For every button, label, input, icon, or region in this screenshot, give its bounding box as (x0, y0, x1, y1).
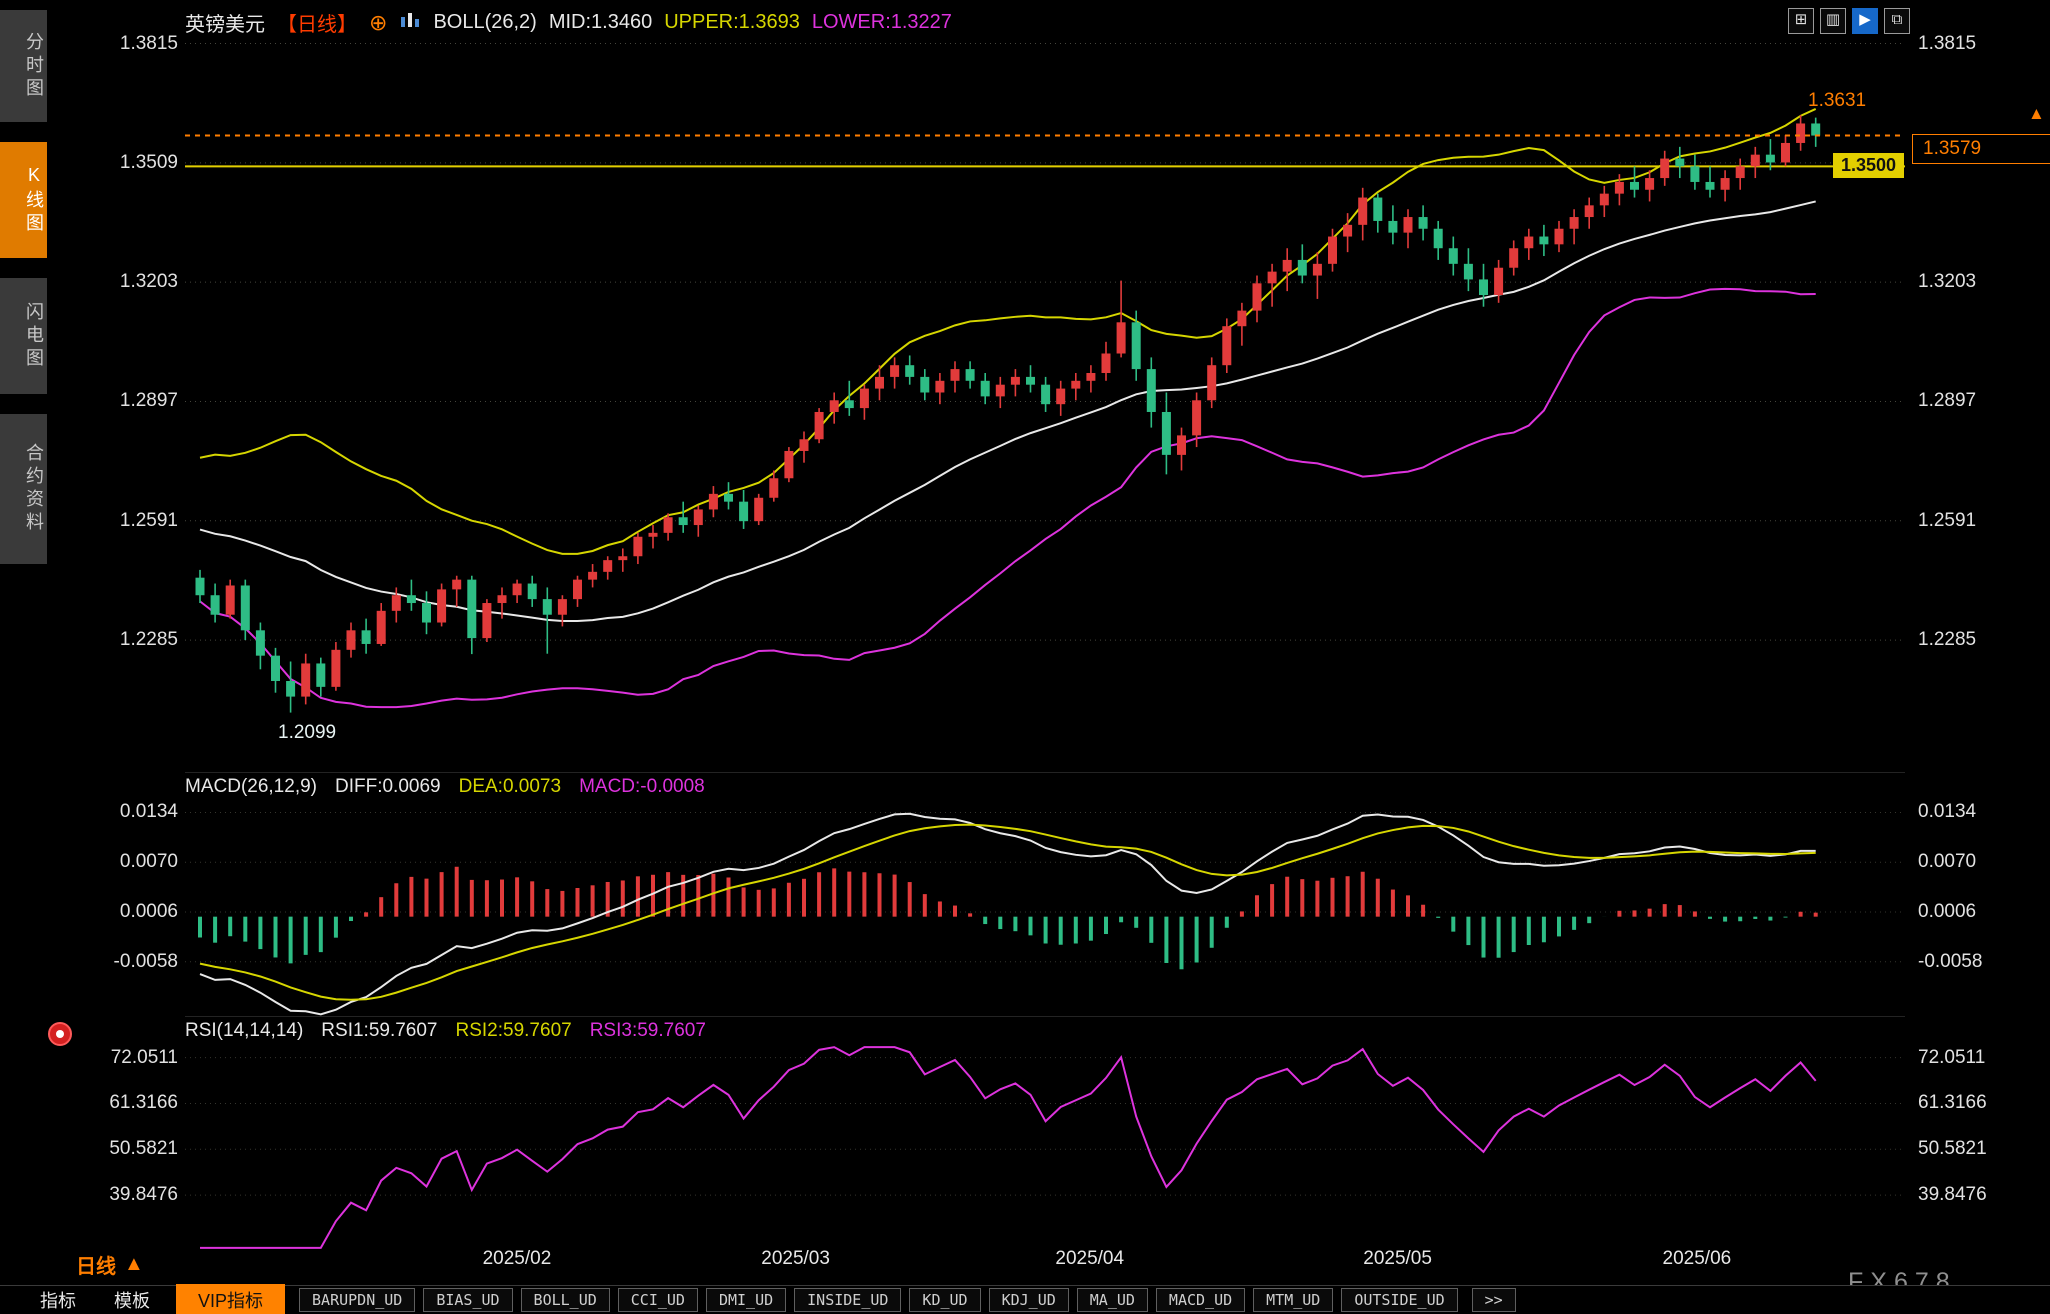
macd-name: MACD(26,12,9) (185, 776, 317, 797)
y-axis-label: 0.0134 (1918, 801, 1977, 823)
more-tabs-button[interactable]: >> (1471, 1288, 1516, 1312)
y-axis-label: 39.8476 (1918, 1184, 1987, 1206)
tab-templates[interactable]: 模板 (114, 1291, 150, 1311)
y-axis-label: 1.3203 (1918, 271, 1977, 293)
rsi2-value: RSI2:59.7607 (455, 1020, 572, 1041)
period-label: 日线 (76, 1256, 116, 1278)
sidebar-item-lightning[interactable]: 闪电图 (0, 278, 47, 394)
y-axis-label: 1.3815 (1918, 32, 1977, 54)
tab-ma_ud[interactable]: MA_UD (1076, 1288, 1148, 1312)
indicator-tab-strip: BARUPDN_UD BIAS_UD BOLL_UD CCI_UD DMI_UD INSI… (299, 1288, 1458, 1312)
macd-label-row: MACD(26,12,9) DIFF:0.0069 DEA:0.0073 MAC… (185, 776, 705, 798)
y-axis-label: 61.3166 (1918, 1092, 1987, 1114)
level-price-tag: 1.3500 (1833, 153, 1905, 178)
y-axis-label: 1.2591 (119, 509, 178, 531)
symbol-title: 英镑美元 (185, 14, 265, 36)
y-axis-label: 50.5821 (109, 1138, 178, 1160)
tab-bias_ud[interactable]: BIAS_UD (423, 1288, 513, 1312)
period-up-arrow-icon: ▲ (124, 1253, 144, 1275)
rsi-name: RSI(14,14,14) (185, 1020, 304, 1041)
tab-dmi_ud[interactable]: DMI_UD (705, 1288, 787, 1312)
y-axis-label: 72.0511 (1918, 1046, 1986, 1068)
y-axis-label: 0.0070 (119, 851, 178, 873)
y-axis-label: 0.0006 (1918, 901, 1977, 922)
last-price-box: 1.3579 (1912, 134, 2050, 164)
tab-outside_ud[interactable]: OUTSIDE_UD (1341, 1288, 1458, 1312)
sidebar-item-timeshare[interactable]: 分时图 (0, 10, 47, 122)
y-axis-label: -0.0058 (113, 950, 178, 972)
left-sidebar: 分时图 K线图 闪电图 合约资料 (0, 0, 47, 1314)
x-axis-label: 2025/02 (482, 1248, 552, 1269)
macd-dea-value: DEA:0.0073 (458, 776, 562, 797)
x-axis-label: 2025/03 (761, 1248, 830, 1269)
boll-lower-value: LOWER:1.3227 (811, 11, 952, 33)
y-axis-label: 1.2897 (1918, 390, 1977, 412)
y-axis-label: 1.3203 (119, 271, 178, 293)
layout-grid-icon[interactable]: ⊞ (1788, 8, 1814, 34)
view-toolbar: ⊞ ▥ ▶ ⧉ (1788, 8, 1910, 34)
play-view-icon[interactable]: ▶ (1852, 8, 1878, 34)
rsi1-value: RSI1:59.7607 (321, 1020, 438, 1041)
hot-indicator-badge[interactable] (48, 1022, 72, 1046)
add-indicator-icon[interactable]: ⊕ (369, 9, 388, 35)
tab-vip-indicators[interactable]: VIP指标 (176, 1284, 286, 1314)
boll-upper-value: UPPER:1.3693 (664, 11, 800, 33)
chart-header: 英镑美元 【日线】 ⊕ BOLL(26,2) MID:1.3460 UPPER:… (185, 8, 952, 37)
mini-chart-icon (399, 11, 421, 35)
period-selector[interactable]: 日线 ▲ (76, 1250, 144, 1279)
tab-mtm_ud[interactable]: MTM_UD (1253, 1288, 1334, 1312)
y-axis-label: 1.2285 (119, 629, 178, 651)
macd-diff-value: DIFF:0.0069 (335, 776, 441, 797)
sidebar-item-contract-info[interactable]: 合约资料 (0, 414, 47, 564)
y-axis-label: 0.0070 (1918, 851, 1977, 873)
tab-inside_ud[interactable]: INSIDE_UD (794, 1288, 902, 1312)
panel-divider (185, 772, 1905, 773)
period-tag[interactable]: 【日线】 (277, 14, 357, 36)
y-axis-label: 39.8476 (109, 1184, 178, 1206)
tab-cci_ud[interactable]: CCI_UD (617, 1288, 698, 1312)
y-axis-label: 1.2591 (1918, 509, 1977, 531)
tab-indicators[interactable]: 指标 (40, 1291, 76, 1311)
boll-label: BOLL(26,2) (433, 11, 537, 33)
x-axis-label: 2025/06 (1662, 1248, 1732, 1269)
sidebar-item-kline[interactable]: K线图 (0, 142, 47, 258)
y-axis-label: 61.3166 (109, 1092, 178, 1114)
x-axis-label: 2025/05 (1363, 1248, 1432, 1269)
y-axis-label: 0.0134 (119, 801, 178, 823)
tab-kdj_ud[interactable]: KDJ_UD (988, 1288, 1069, 1312)
rsi-label-row: RSI(14,14,14) RSI1:59.7607 RSI2:59.7607 … (185, 1020, 706, 1042)
y-axis-label: 1.2285 (1918, 629, 1977, 651)
panel-divider (185, 1016, 1905, 1017)
tab-boll_ud[interactable]: BOLL_UD (520, 1288, 610, 1312)
y-axis-label: 1.3815 (119, 32, 178, 54)
y-axis-label: 50.5821 (1918, 1138, 1987, 1160)
y-axis-label: 1.3509 (119, 151, 178, 173)
price-arrow-icon: ▲ (2028, 104, 2045, 123)
macd-hist-value: MACD:-0.0008 (579, 776, 705, 797)
y-axis-label: -0.0058 (1918, 950, 1983, 972)
high-price-annotation: 1.3631 (1808, 90, 1867, 111)
kline-view-icon[interactable]: ▥ (1820, 8, 1846, 34)
tab-macd_ud[interactable]: MACD_UD (1155, 1288, 1246, 1312)
x-axis-label: 2025/04 (1055, 1248, 1125, 1269)
bottom-tabbar: 指标 模板 VIP指标 BARUPDN_UD BIAS_UD BOLL_UD CCI_… (0, 1284, 2050, 1314)
y-axis-label: 0.0006 (119, 901, 178, 922)
tab-barupdn_ud[interactable]: BARUPDN_UD (299, 1288, 416, 1312)
rsi3-value: RSI3:59.7607 (589, 1020, 706, 1041)
boll-mid-value: MID:1.3460 (548, 11, 653, 33)
window-view-icon[interactable]: ⧉ (1884, 8, 1910, 34)
y-axis-label: 72.0511 (110, 1046, 178, 1068)
tab-kd_ud[interactable]: KD_UD (909, 1288, 981, 1312)
low-price-annotation: 1.2099 (278, 722, 337, 743)
y-axis-label: 1.2897 (119, 390, 178, 412)
